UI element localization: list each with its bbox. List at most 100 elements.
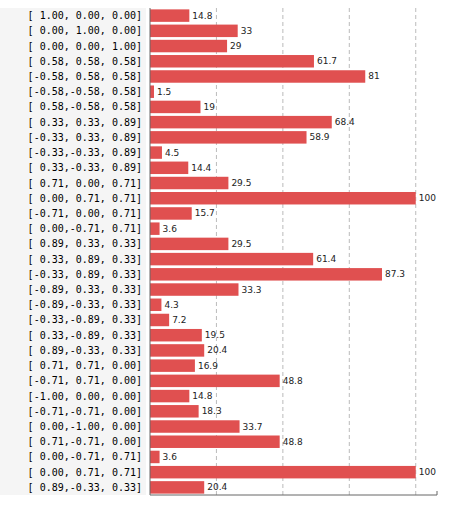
bar [150,405,199,417]
category-label: [-0.89, 0.33, 0.33] [28,284,142,295]
bars [150,9,416,493]
x-axis-end [437,491,438,495]
data-label: 29 [230,41,242,51]
category-label: [-0.33,-0.33, 0.89] [28,147,142,158]
bar [150,146,162,158]
data-label: 33 [241,26,252,36]
data-label: 29.5 [231,239,251,249]
bar [150,70,365,82]
data-label: 48.8 [283,437,303,447]
category-label: [ 0.00,-0.71, 0.71] [28,451,142,462]
bar [150,85,154,97]
bar [150,314,169,326]
category-label: [ 0.00, 1.00, 0.00] [28,25,142,36]
data-label: 4.5 [165,148,179,158]
data-label: 18.3 [202,406,222,416]
data-label: 33.3 [241,285,261,295]
category-label: [ 0.71,-0.71, 0.00] [28,436,142,447]
bar [150,238,228,250]
label-area [0,8,146,495]
bar [150,192,416,204]
grid-line [415,8,416,495]
category-label: [-1.00, 0.00, 0.00] [28,391,142,402]
data-label: 14.8 [192,11,212,21]
category-label: [ 0.00,-1.00, 0.00] [28,421,142,432]
category-label: [ 0.00, 0.71, 0.71] [28,467,142,478]
category-label: [ 0.58,-0.58, 0.58] [28,101,142,112]
bar [150,207,192,219]
data-label: 100 [419,467,436,477]
data-label: 19 [203,102,215,112]
bar [150,390,189,402]
bar [150,253,313,265]
category-label: [-0.71, 0.71, 0.00] [28,375,142,386]
bar [150,375,280,387]
data-label: 61.4 [316,254,336,264]
bar [150,40,227,52]
bar [150,329,202,341]
category-label: [ 0.89,-0.33, 0.33] [28,345,142,356]
data-label: 15.7 [195,208,215,218]
bar [150,359,195,371]
category-label: [ 0.89, 0.33, 0.33] [28,238,142,249]
data-label: 19.5 [205,330,225,340]
bar [150,116,332,128]
data-label: 3.6 [163,452,178,462]
data-label: 14.4 [191,163,211,173]
category-label: [ 0.00, 0.71, 0.71] [28,193,142,204]
bar [150,283,238,295]
bar [150,466,416,478]
bar [150,435,280,447]
bar [150,131,307,143]
category-label: [ 0.58, 0.58, 0.58] [28,56,142,67]
data-label: 20.4 [207,345,227,355]
data-label: 3.6 [163,224,178,234]
category-label: [-0.58, 0.58, 0.58] [28,71,142,82]
data-label: 4.3 [164,300,178,310]
category-label: [-0.58,-0.58, 0.58] [28,86,142,97]
category-label: [ 0.00,-0.71, 0.71] [28,223,142,234]
data-label: 61.7 [317,56,337,66]
category-label: [ 0.33,-0.89, 0.33] [28,330,142,341]
bar [150,222,160,234]
bar [150,162,188,174]
data-label: 7.2 [172,315,186,325]
y-axis-line [150,8,151,495]
bar [150,344,204,356]
category-label: [ 0.33,-0.33, 0.89] [28,162,142,173]
chart: 14.8 33 29 61.7 81 1.5 19 68.4 58.9 4.5 14.4 29.5 10… [0,0,451,515]
category-label: [-0.33,-0.89, 0.33] [28,314,142,325]
category-label: [ 0.71, 0.00, 0.71] [28,178,142,189]
bar [150,55,314,67]
category-label: [-0.71,-0.71, 0.00] [28,406,142,417]
category-label: [-0.33, 0.33, 0.89] [28,132,142,143]
category-label: [ 0.00, 0.00, 1.00] [28,41,142,52]
category-label: [ 0.33, 0.89, 0.33] [28,254,142,265]
category-label: [ 1.00, 0.00, 0.00] [28,10,142,21]
category-label: [-0.33, 0.89, 0.33] [28,269,142,280]
data-label: 20.4 [207,482,227,492]
category-label: [ 0.33, 0.33, 0.89] [28,117,142,128]
category-label: [-0.71, 0.00, 0.71] [28,208,142,219]
bar [150,268,382,280]
data-label: 100 [419,193,436,203]
bar [150,9,189,21]
data-label: 81 [368,71,379,81]
data-label: 16.9 [198,361,218,371]
data-label: 48.8 [283,376,303,386]
data-label: 14.8 [192,391,212,401]
data-label: 68.4 [335,117,355,127]
bar [150,25,238,37]
bar [150,420,240,432]
data-label: 33.7 [243,422,263,432]
data-label: 87.3 [385,269,405,279]
data-label: 58.9 [310,132,330,142]
bar [150,451,160,463]
category-label: [ 0.71, 0.71, 0.00] [28,360,142,371]
bar [150,481,204,493]
category-label: [ 0.89,-0.33, 0.33] [28,482,142,493]
category-label: [-0.89,-0.33, 0.33] [28,299,142,310]
x-axis-line [150,495,437,496]
data-label: 1.5 [157,87,171,97]
bar [150,101,200,113]
